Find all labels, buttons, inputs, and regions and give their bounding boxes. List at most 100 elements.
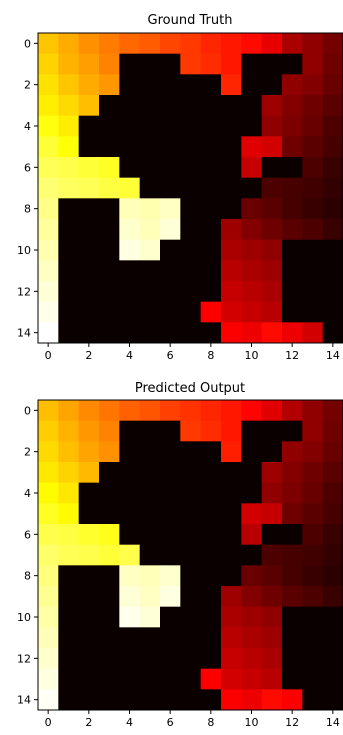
x-tick-label: 4 [126, 716, 133, 729]
heatmap-cell-6-4 [119, 157, 141, 179]
heatmap-cell-14-13 [302, 689, 324, 711]
heatmap-cell-14-3 [99, 322, 120, 344]
heatmap-cell-14-4 [119, 689, 141, 711]
heatmap-cell-2-3 [99, 74, 120, 96]
heatmap-cell-2-14 [322, 74, 343, 96]
heatmap-cell-0-7 [180, 33, 202, 55]
heatmap-cell-13-11 [261, 668, 283, 690]
x-tick-label: 6 [167, 349, 174, 362]
heatmap-cell-13-12 [282, 668, 303, 690]
heatmap-cell-8-1 [58, 565, 80, 587]
heatmap-cell-5-0 [38, 503, 59, 525]
heatmap-cell-4-5 [139, 482, 161, 504]
heatmap-cell-11-4 [119, 260, 141, 282]
heatmap-cell-5-8 [200, 503, 222, 525]
heatmap-cell-12-11 [261, 648, 283, 670]
heatmap-cell-4-8 [200, 482, 222, 504]
heatmap-cell-0-9 [221, 33, 242, 55]
heatmap-cell-1-12 [282, 420, 303, 442]
heatmap-cell-10-4 [119, 606, 141, 628]
heatmap-cell-7-8 [200, 177, 222, 199]
heatmap-cell-14-11 [261, 689, 283, 711]
heatmap-cell-11-0 [38, 260, 59, 282]
heatmap-cell-5-14 [322, 136, 343, 158]
heatmap-cell-8-14 [322, 198, 343, 220]
heatmap-cell-9-6 [160, 586, 181, 608]
heatmap-cell-2-1 [58, 441, 80, 463]
heatmap-cell-2-10 [241, 74, 263, 96]
heatmap-cell-0-10 [241, 400, 263, 422]
heatmap-cell-7-1 [58, 544, 80, 566]
heatmap-cell-4-10 [241, 115, 263, 137]
heatmap-cell-7-14 [322, 544, 343, 566]
heatmap-cell-3-1 [58, 95, 80, 117]
heatmap-cell-1-10 [241, 53, 263, 75]
heatmap-cell-1-8 [200, 53, 222, 75]
heatmap-cell-14-7 [180, 322, 202, 344]
heatmap-cell-5-13 [302, 503, 324, 525]
heatmap-cell-2-7 [180, 441, 202, 463]
heatmap-cell-1-3 [99, 420, 120, 442]
heatmap-cell-8-7 [180, 198, 202, 220]
heatmap-cell-2-13 [302, 441, 324, 463]
heatmap-cell-12-0 [38, 648, 59, 670]
heatmap-cell-9-12 [282, 586, 303, 608]
heatmap-cell-8-0 [38, 565, 59, 587]
heatmap-cell-3-13 [302, 95, 324, 117]
heatmap-cell-10-5 [139, 606, 161, 628]
heatmap-cell-9-14 [322, 219, 343, 241]
heatmap-cell-2-2 [78, 74, 100, 96]
heatmap-cell-4-14 [322, 482, 343, 504]
heatmap-cell-5-11 [261, 503, 283, 525]
heatmap-cell-4-12 [282, 482, 303, 504]
heatmap-cell-7-12 [282, 177, 303, 199]
heatmap-cell-3-9 [221, 462, 242, 484]
heatmap-cell-14-12 [282, 322, 303, 344]
x-tick-label: 14 [326, 716, 340, 729]
heatmap-cell-12-8 [200, 648, 222, 670]
heatmap-cell-13-13 [302, 668, 324, 690]
heatmap-cell-9-7 [180, 586, 202, 608]
heatmap-cell-12-7 [180, 648, 202, 670]
heatmap-cell-4-1 [58, 482, 80, 504]
heatmap-cell-11-8 [200, 260, 222, 282]
heatmap-cell-14-3 [99, 689, 120, 711]
heatmap-cell-14-6 [160, 322, 181, 344]
heatmap-cell-7-6 [160, 544, 181, 566]
heatmap-cell-13-8 [200, 668, 222, 690]
heatmap-cell-14-1 [58, 322, 80, 344]
heatmap-cell-6-3 [99, 524, 120, 546]
heatmap-cell-10-7 [180, 606, 202, 628]
heatmap-cell-14-8 [200, 689, 222, 711]
ground-truth-title: Ground Truth [148, 13, 233, 28]
heatmap-cell-12-5 [139, 648, 161, 670]
heatmap-cell-12-8 [200, 281, 222, 303]
x-tick-label: 0 [45, 349, 52, 362]
heatmap-cell-4-10 [241, 482, 263, 504]
heatmap-cell-11-0 [38, 627, 59, 649]
heatmap-cell-3-2 [78, 95, 100, 117]
heatmap-cell-3-12 [282, 462, 303, 484]
heatmap-cell-2-0 [38, 441, 59, 463]
heatmap-cell-0-0 [38, 400, 59, 422]
heatmap-cell-12-10 [241, 281, 263, 303]
heatmap-cell-3-7 [180, 462, 202, 484]
y-tick-label: 4 [24, 120, 31, 133]
heatmap-cell-7-4 [119, 177, 141, 199]
heatmap-cell-12-3 [99, 281, 120, 303]
heatmap-cell-10-9 [221, 606, 242, 628]
heatmap-cell-4-8 [200, 115, 222, 137]
heatmap-cell-0-0 [38, 33, 59, 55]
heatmap-cell-6-2 [78, 524, 100, 546]
heatmap-cell-11-11 [261, 260, 283, 282]
heatmap-cell-1-3 [99, 53, 120, 75]
heatmap-cell-8-8 [200, 565, 222, 587]
plot-frame [37, 399, 343, 711]
heatmap-cell-11-14 [322, 260, 343, 282]
heatmap-cell-6-11 [261, 524, 283, 546]
heatmap-cell-0-6 [160, 33, 181, 55]
y-tick-label: 12 [17, 652, 31, 665]
heatmap-cell-11-9 [221, 260, 242, 282]
heatmap-cell-0-2 [78, 33, 100, 55]
heatmap-cell-1-9 [221, 53, 242, 75]
